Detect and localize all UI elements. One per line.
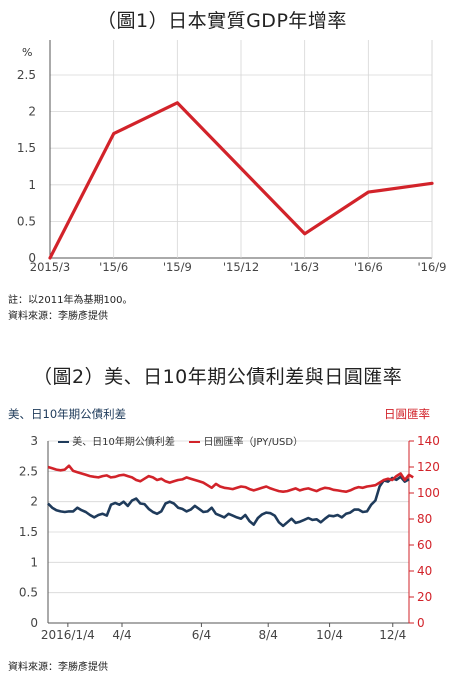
- chart1-x-tick: '15/9: [163, 260, 192, 274]
- chart2-right-tick: 140: [417, 434, 440, 448]
- chart2-left-tick: 3: [30, 434, 38, 448]
- legend-label-yen: 日圓匯率（JPY/USD）: [203, 437, 304, 448]
- chart2-left-tick: 0.5: [19, 586, 38, 600]
- chart2-source: 資料來源：李勝彥提供: [8, 662, 108, 673]
- chart2-left-tick: 1: [30, 555, 38, 569]
- chart1-note: 註：以2011年為基期100。: [8, 295, 133, 306]
- chart2-right-tick: 0: [417, 616, 425, 630]
- chart2-left-tick: 1.5: [19, 525, 38, 539]
- chart2-x-tick: 6/4: [192, 628, 211, 642]
- chart2-x-tick: 8/4: [259, 628, 278, 642]
- chart2-plot: 0 0.5 1 1.5 2 2.5 3 0 20 40 60 80 100 120 140 2016/1/4 4…: [19, 434, 440, 642]
- chart2-right-tick: 20: [417, 590, 432, 604]
- chart1-y-tick: 1.5: [17, 141, 36, 155]
- chart2-right-tick: 80: [417, 512, 432, 526]
- legend-label-spread: 美、日10年期公債利差: [72, 437, 175, 448]
- chart2-x-tick: 4/4: [112, 628, 131, 642]
- chart2-left-axis-label: 美、日10年期公債利差: [8, 407, 127, 421]
- chart1-x-tick: '15/12: [223, 260, 259, 274]
- legend-swatch-spread: [58, 441, 69, 443]
- chart2-x-tick: 2016/1/4: [41, 628, 95, 642]
- chart2-spread-line: [47, 475, 410, 528]
- chart1-y-tick: 0.5: [17, 214, 36, 228]
- chart2-right-tick: 60: [417, 538, 432, 552]
- chart1-x-tick: '16/6: [354, 260, 383, 274]
- legend-swatch-yen: [189, 441, 201, 443]
- chart2-title: （圖2）美、日10年期公債利差與日圓匯率: [33, 366, 403, 388]
- chart1-x-tick: '15/6: [99, 260, 128, 274]
- chart1-x-tick: '16/9: [418, 260, 447, 274]
- chart1-source: 資料來源：李勝彥提供: [8, 311, 108, 322]
- chart2-right-tick: 120: [417, 460, 440, 474]
- chart2-right-tick: 40: [417, 564, 432, 578]
- chart1-x-tick: 2015/3: [30, 260, 70, 274]
- chart2-right-tick: 100: [417, 486, 440, 500]
- chart2-x-tick: 12/4: [379, 628, 406, 642]
- chart1-title: （圖1）日本實質GDP年增率: [97, 10, 347, 32]
- chart2-x-tick: 10/4: [316, 628, 343, 642]
- chart2-yen-line: [47, 464, 414, 494]
- chart1-y-tick: 2: [28, 105, 36, 119]
- chart1-y-tick: 2.5: [17, 68, 36, 82]
- chart2-left-tick: 0: [30, 616, 38, 630]
- chart1-gdp-line: [48, 101, 434, 260]
- chart1-y-tick: 1: [28, 178, 36, 192]
- chart2-left-tick: 2: [30, 495, 38, 509]
- chart1-x-tick: '16/3: [290, 260, 319, 274]
- chart1-y-tick: 0: [28, 251, 36, 265]
- chart2-right-axis-label: 日圓匯率: [384, 407, 430, 421]
- chart1-plot: % 0 0.5 1 1.5 2 2.5 2015/3 '15/6 '15/9 '15/12 '16/…: [17, 40, 447, 274]
- chart1-y-unit: %: [22, 46, 32, 59]
- chart2-legend: 美、日10年期公債利差 日圓匯率（JPY/USD）: [58, 433, 303, 448]
- chart2-left-tick: 2.5: [19, 464, 38, 478]
